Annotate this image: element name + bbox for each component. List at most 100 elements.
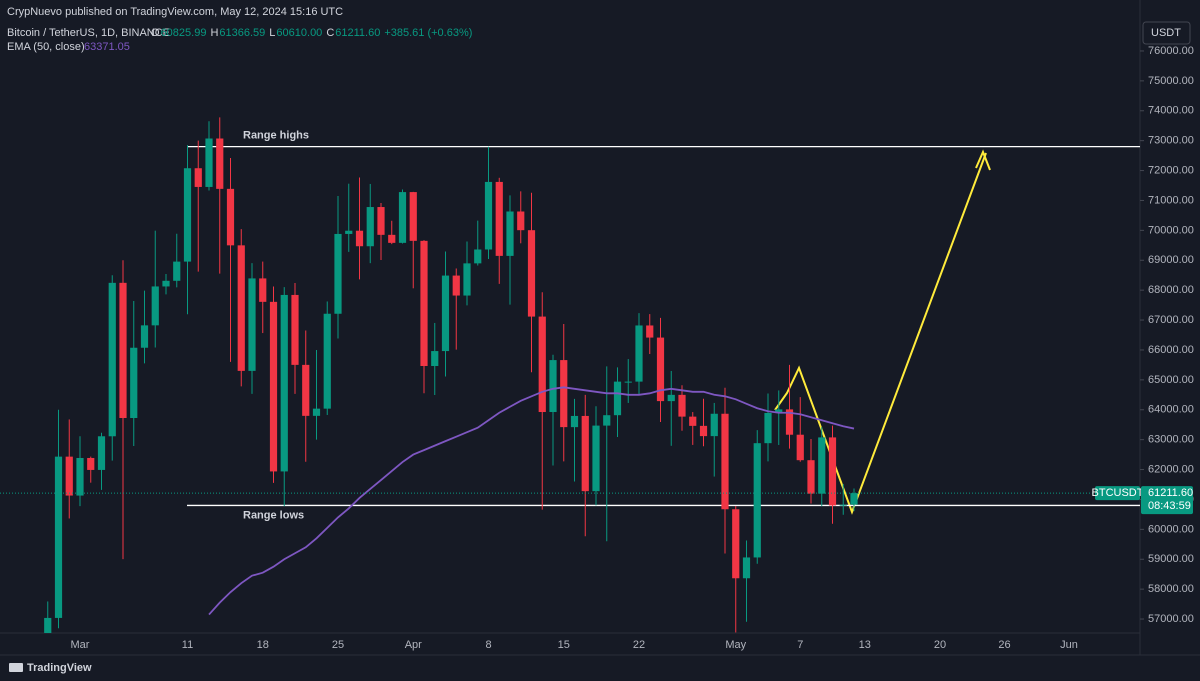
legend-symbol: Bitcoin / TetherUS, 1D, BINANCE xyxy=(7,27,170,39)
candle-body xyxy=(398,192,407,243)
candle-body xyxy=(474,249,482,264)
candle-body xyxy=(678,394,686,417)
candle-body xyxy=(355,230,364,247)
candle-body xyxy=(560,360,568,428)
x-tick-label: May xyxy=(725,639,746,651)
x-tick-label: 25 xyxy=(332,639,344,651)
y-tick-label: 72000.00 xyxy=(1148,164,1194,176)
drawing-arrowhead xyxy=(975,149,991,171)
candle-body xyxy=(366,207,374,247)
legend-ohlc-label: O xyxy=(151,27,160,39)
y-tick-label: 66000.00 xyxy=(1148,344,1194,356)
candle-body xyxy=(603,415,611,426)
price-tag-box xyxy=(1141,486,1193,515)
candle-body xyxy=(646,325,654,338)
y-tick-label: 68000.00 xyxy=(1148,284,1194,296)
candle-body xyxy=(699,425,708,437)
candle-body xyxy=(388,234,396,243)
y-tick-label: 75000.00 xyxy=(1148,75,1194,87)
candle-body xyxy=(495,181,503,256)
candle-body xyxy=(237,245,245,371)
candle-body xyxy=(527,230,536,317)
candle-body xyxy=(431,351,439,367)
candle-body xyxy=(635,325,643,382)
x-tick-label: Mar xyxy=(71,639,90,651)
price-tag-price: 61211.60 xyxy=(1148,487,1193,499)
candle-body xyxy=(259,278,267,302)
x-tick-label: 15 xyxy=(558,639,570,651)
y-tick-label: 60000.00 xyxy=(1148,523,1194,535)
candle-body xyxy=(302,364,310,416)
y-tick-label: 67000.00 xyxy=(1148,314,1194,326)
range-label: Range lows xyxy=(243,509,304,521)
candle-body xyxy=(162,280,170,287)
legend-change: +385.61 (+0.63%) xyxy=(384,27,472,39)
y-tick-label: 69000.00 xyxy=(1148,254,1194,266)
currency[interactable]: USDT xyxy=(1151,27,1181,39)
range-label: Range highs xyxy=(243,130,309,142)
candle-body xyxy=(656,337,665,402)
legend-ohlc-value: 60610.00 xyxy=(276,27,322,39)
candle-body xyxy=(613,381,622,416)
candle-body xyxy=(140,325,149,348)
candle-body xyxy=(452,275,460,296)
candle-body xyxy=(667,394,675,402)
candle-body xyxy=(570,415,579,428)
legend-ohlc-value: 61211.60 xyxy=(335,27,380,39)
plot: Range highs Range lows xyxy=(0,117,1140,633)
candle-body xyxy=(44,617,52,633)
candle-body xyxy=(441,275,450,352)
candle-body xyxy=(194,168,202,187)
header: CrypNuevo published on TradingView.com, … xyxy=(7,6,343,18)
y-tick-label: 71000.00 xyxy=(1148,194,1194,206)
candle-body xyxy=(775,409,783,413)
candle-body xyxy=(624,381,632,383)
price-tag-symbol-box xyxy=(1095,486,1140,501)
legend-indicator-value: 63371.05 xyxy=(84,41,130,53)
candle-body xyxy=(97,436,106,470)
y-tick-label: 59000.00 xyxy=(1148,553,1194,565)
legend: Bitcoin / TetherUS, 1D, BINANCE EMA (50,… xyxy=(7,27,472,53)
footer-text: TradingView xyxy=(27,662,92,674)
candle-body xyxy=(108,282,116,437)
legend-indicator: EMA (50, close) xyxy=(7,41,85,53)
candle-body xyxy=(807,460,815,494)
currency-box[interactable] xyxy=(1142,21,1191,45)
candle-body xyxy=(753,443,761,558)
candle-body xyxy=(538,316,546,413)
candle-body xyxy=(796,434,804,461)
price-tag-symbol: BTCUSDT xyxy=(1092,487,1144,499)
candle-body xyxy=(839,504,847,506)
candle-body xyxy=(65,456,73,496)
price-tag-countdown: 08:43:59 xyxy=(1148,500,1191,512)
candle-body xyxy=(280,294,288,472)
candle-body xyxy=(130,347,138,419)
candle-body xyxy=(173,261,181,281)
candle-body xyxy=(732,509,740,579)
candle-body xyxy=(710,413,718,437)
candle-body xyxy=(312,408,321,416)
x-tick-label: 11 xyxy=(182,639,193,651)
candle-body xyxy=(850,493,858,505)
x-tick-label: 13 xyxy=(859,639,871,651)
legend-ohlc-label: L xyxy=(269,27,275,39)
candle-body xyxy=(76,457,84,496)
candle-body xyxy=(377,207,385,235)
candle-body xyxy=(549,360,557,413)
candle-body xyxy=(818,437,826,494)
legend-ohlc-label: H xyxy=(210,27,218,39)
x-tick-label: 22 xyxy=(633,639,645,651)
candle-body xyxy=(226,188,235,246)
candle-body xyxy=(334,233,342,314)
x-tick-label: 20 xyxy=(934,639,946,651)
candle-body xyxy=(785,409,794,435)
candle-body xyxy=(87,457,95,470)
candle-body xyxy=(248,278,256,371)
candle-body xyxy=(484,181,493,250)
legend-ohlc-label: C xyxy=(326,27,334,39)
candle-body xyxy=(581,415,589,492)
y-tick-label: 76000.00 xyxy=(1148,45,1194,57)
candle-body xyxy=(183,168,192,262)
